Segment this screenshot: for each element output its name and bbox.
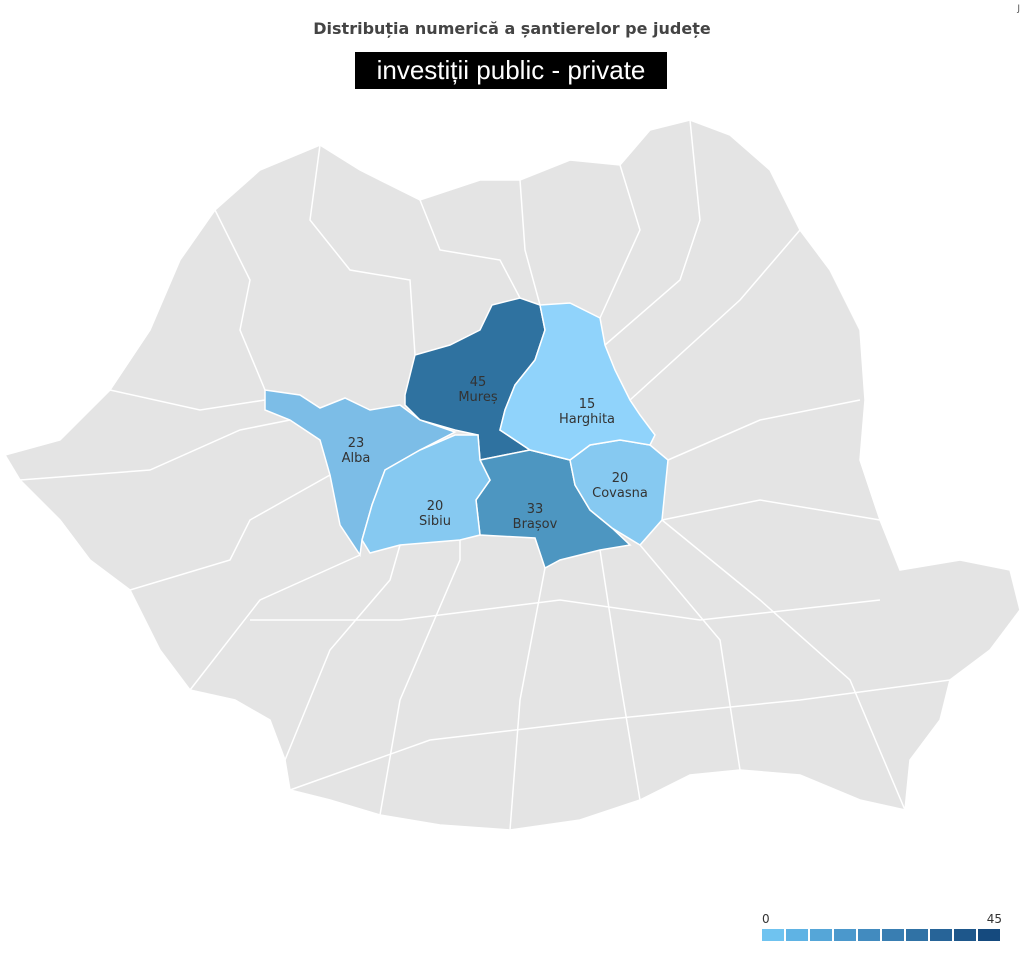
legend-swatch [834,929,856,941]
county-value: 20 [427,499,444,514]
legend-min: 0 [762,912,770,926]
county-label-sibiu: 20 Sibiu [419,499,451,529]
legend-swatch [858,929,880,941]
legend-swatch [906,929,928,941]
county-borders [19,119,951,831]
county-value: 20 [612,471,629,486]
legend-swatch [810,929,832,941]
chart-title: Distribuția numerică a șantierelor pe ju… [313,19,711,38]
county-name: Harghita [559,412,615,427]
county-value: 15 [579,397,596,412]
county-label-harghita: 15 Harghita [559,397,615,427]
county-label-alba: 23 Alba [342,436,371,466]
legend-swatch [786,929,808,941]
county-name: Sibiu [419,514,451,529]
legend-swatch [978,929,1000,941]
legend-color-scale [762,929,1000,941]
county-name: Brașov [513,517,558,532]
legend-swatch [882,929,904,941]
county-name: Covasna [592,486,648,501]
corner-mark: J [1017,4,1020,14]
county-harghita[interactable] [499,302,656,461]
county-name: Mureș [458,390,498,405]
legend-swatch [762,929,784,941]
county-name: Alba [342,451,371,466]
legend-swatch [954,929,976,941]
chart-subtitle: investiții public - private [355,52,667,89]
county-value: 45 [470,375,487,390]
county-value: 33 [527,502,544,517]
county-sibiu[interactable] [361,434,491,554]
legend-max: 45 [986,912,1002,926]
county-label-brasov: 33 Brașov [513,502,558,532]
county-label-mures: 45 Mureș [458,375,498,405]
county-label-covasna: 20 Covasna [592,471,648,501]
legend-swatch [930,929,952,941]
county-value: 23 [348,436,365,451]
